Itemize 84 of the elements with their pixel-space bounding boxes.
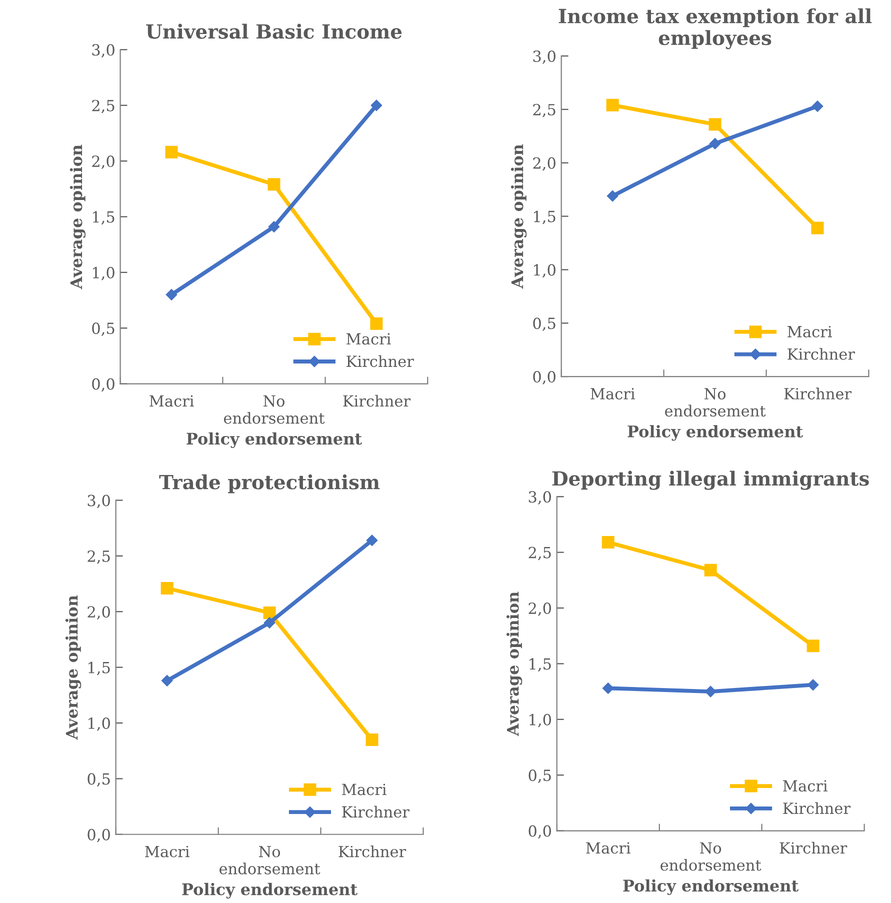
y-axis-title: Average opinion [506,592,522,736]
point [704,564,717,576]
y-tick-label: 2,5 [92,100,114,114]
x-tick-label: Macri [150,395,194,407]
y-tick-label: 0,5 [92,322,114,336]
y-tick-label: 2,0 [92,156,114,169]
x-axis-title: Policy endorsement [186,432,362,448]
point [807,679,819,690]
x-tick-label: Kirchner [780,842,848,854]
y-tick-label: 0,0 [528,825,551,839]
legend-label: Kirchner [346,355,414,368]
point [370,100,382,111]
y-tick-label: 0,5 [533,318,556,332]
point [806,640,820,652]
x-axis-title: Policy endorsement [628,425,804,441]
y-tick-label: 1,0 [534,264,556,278]
legend-label: Kirchner [783,802,851,814]
y-tick-label: 2,0 [533,157,556,171]
x-tick-label: Macri [590,388,635,400]
y-tick-label: 0,0 [533,371,556,384]
x-tick-label: No endorsement [665,388,766,417]
point [268,221,280,232]
x-tick-label: Kirchner [343,394,411,407]
y-tick-label: 0,5 [528,770,551,783]
x-axis-title: Policy endorsement [182,882,358,899]
y-axis-title: Average opinion [70,144,86,290]
point [708,118,722,131]
legend-label: Macri [788,326,832,338]
y-tick-label: 2,0 [88,606,110,620]
y-tick-label: 1,5 [92,211,114,225]
legend-label: Kirchner [342,806,410,818]
legend-label: Kirchner [788,348,855,360]
legend-label: Macri [342,784,386,796]
y-tick-label: 0,5 [88,773,110,787]
point [811,222,824,234]
point [263,606,276,619]
point [160,582,174,594]
y-axis-title: Average opinion [510,144,527,289]
chart-title: Deporting illegal immigrants [552,470,869,490]
y-tick-label: 2,5 [528,546,551,560]
legend-label: Macri [346,333,391,345]
y-tick-label: 1,0 [88,717,110,731]
y-tick-label: 1,5 [530,658,551,672]
y-tick-label: 2,0 [528,602,551,616]
y-axis-title: Average opinion [65,595,82,740]
y-tick-label: 3,0 [92,44,114,58]
y-tick-label: 1,0 [92,266,114,280]
y-tick-label: 3,0 [533,50,556,64]
chart-title: Trade protectionism [159,474,380,494]
x-tick-label: No endorsement [220,846,320,874]
x-tick-label: No endorsement [660,842,762,871]
x-axis-title: Policy endorsement [623,879,799,896]
point [812,100,824,112]
y-tick-label: 0,0 [88,828,110,842]
point [606,190,618,202]
y-tick-label: 3,0 [528,491,551,505]
y-tick-label: 1,5 [534,210,556,224]
point [366,534,378,546]
chart-title: Income tax exemption for all employees [558,8,872,50]
point [370,317,383,330]
point [268,178,280,191]
point [709,138,721,150]
point [165,146,178,158]
y-tick-label: 2,5 [88,550,110,564]
x-tick-label: Kirchner [338,845,406,858]
y-tick-label: 2,5 [533,104,556,118]
point [704,686,716,698]
y-tick-label: 0,0 [92,378,114,392]
point [366,733,378,746]
chart-title: Universal Basic Income [146,24,402,39]
y-tick-label: 1,5 [88,662,110,676]
y-tick-label: 1,0 [530,714,551,728]
x-tick-label: No endorsement [224,395,325,424]
point [161,675,173,686]
point [264,617,276,628]
x-tick-label: Macri [586,842,631,854]
point [602,682,614,694]
y-tick-label: 3,0 [88,494,110,508]
x-tick-label: Kirchner [784,388,852,400]
legend-label: Macri [783,780,828,792]
point [166,289,178,300]
x-tick-label: Macri [145,846,190,858]
point [602,536,614,549]
point [606,98,619,112]
